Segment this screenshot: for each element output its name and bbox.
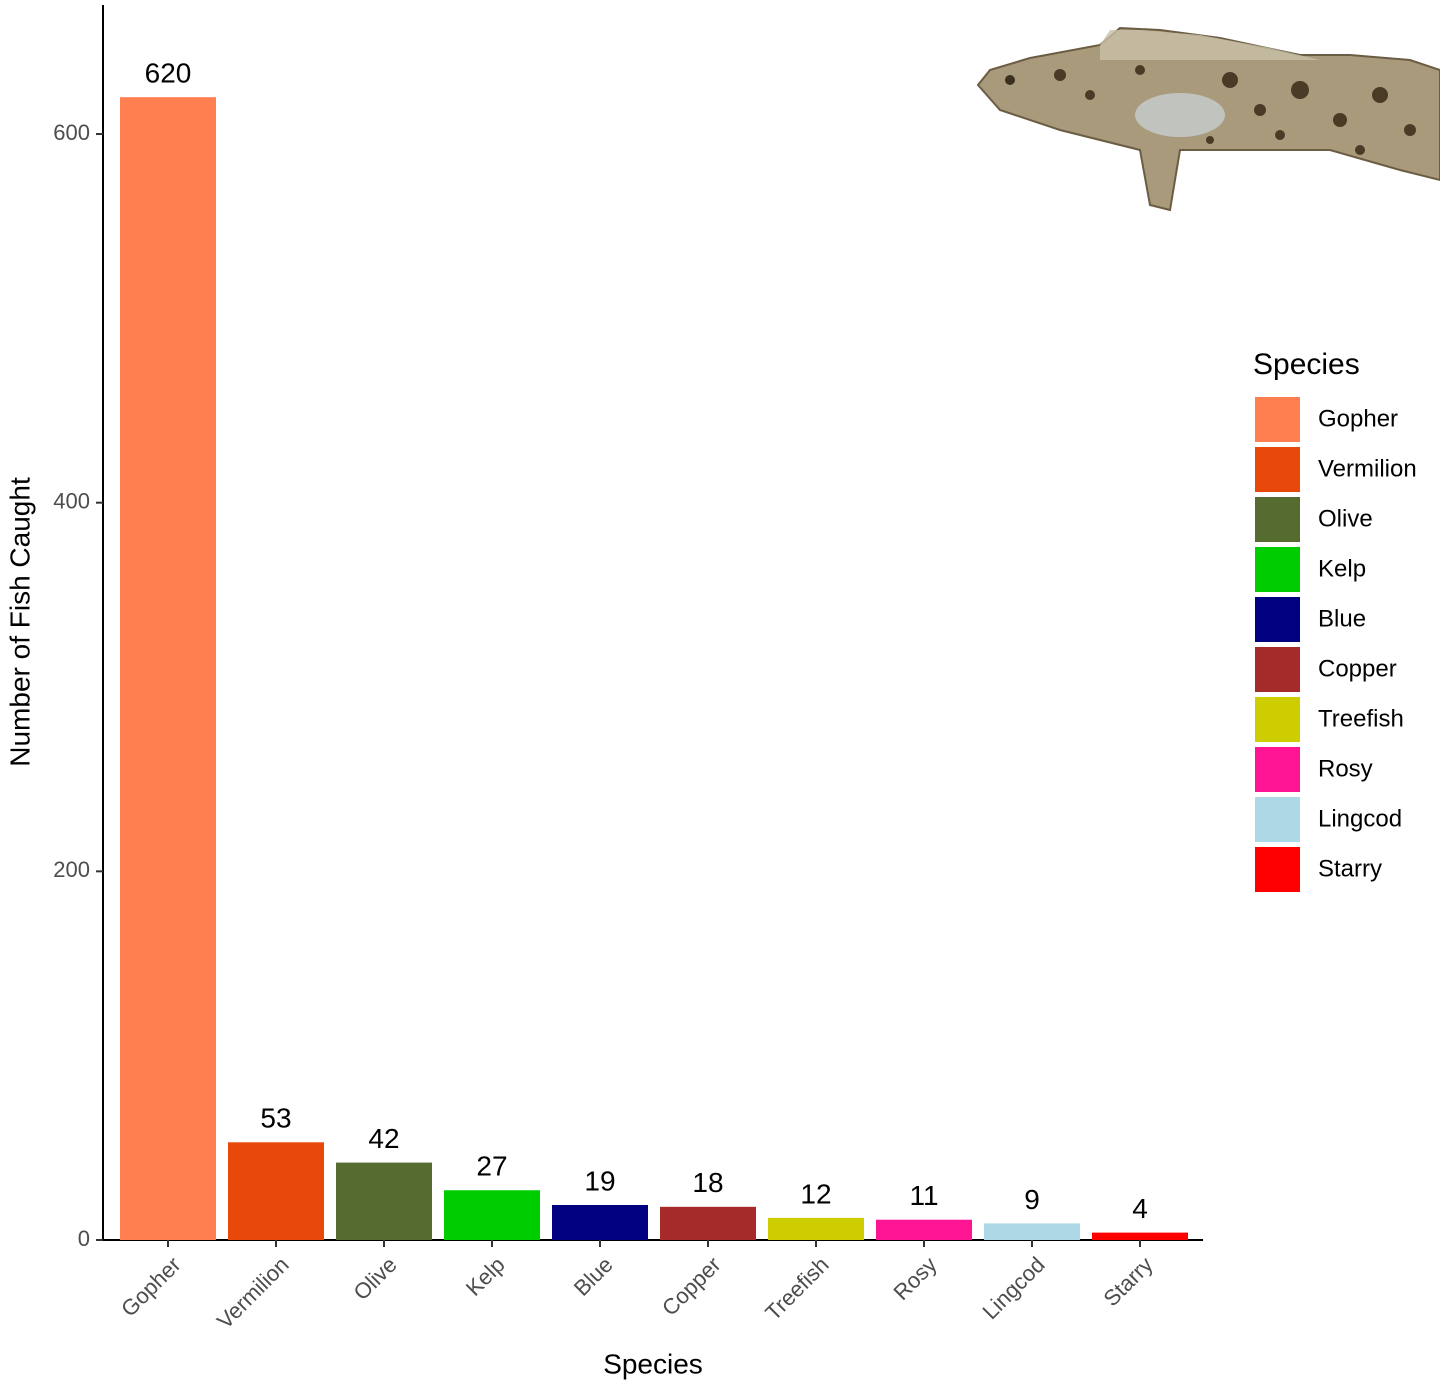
bar [552, 1204, 648, 1240]
legend-label: Blue [1318, 605, 1366, 632]
legend-label: Lingcod [1318, 805, 1402, 832]
x-tick-label: Treefish [760, 1252, 833, 1325]
legend-label: Starry [1318, 855, 1382, 882]
legend-swatch [1255, 447, 1300, 492]
legend-swatch [1255, 697, 1300, 742]
bar [660, 1206, 756, 1240]
x-tick-label: Olive [349, 1252, 402, 1305]
legend-title: Species [1253, 348, 1360, 381]
legend-label: Rosy [1318, 755, 1373, 782]
y-tick-label: 0 [78, 1226, 90, 1251]
bar [1092, 1232, 1188, 1240]
y-tick-label: 600 [53, 120, 90, 145]
legend-swatch [1255, 747, 1300, 792]
x-tick-label: Vermilion [212, 1252, 294, 1334]
legend-label: Vermilion [1318, 455, 1417, 482]
data-label: 4 [1132, 1193, 1148, 1224]
data-label: 12 [800, 1178, 831, 1209]
x-tick-label: Kelp [461, 1252, 510, 1301]
x-tick-label: Rosy [889, 1252, 942, 1305]
data-label: 620 [145, 58, 192, 89]
legend-swatch [1255, 397, 1300, 442]
data-label: 27 [476, 1151, 507, 1182]
legend-swatch [1255, 597, 1300, 642]
bar [984, 1223, 1080, 1240]
bar [444, 1190, 540, 1240]
data-label: 18 [692, 1167, 723, 1198]
y-axis-title: Number of Fish Caught [4, 477, 35, 767]
x-tick-label: Copper [657, 1252, 726, 1321]
legend-label: Copper [1318, 655, 1397, 682]
legend-swatch [1255, 497, 1300, 542]
bar [120, 97, 216, 1240]
legend-label: Gopher [1318, 405, 1398, 432]
x-tick-label: Blue [569, 1252, 618, 1301]
x-tick-label: Starry [1098, 1252, 1157, 1311]
y-tick-label: 200 [53, 857, 90, 882]
bar [336, 1162, 432, 1240]
legend-swatch [1255, 797, 1300, 842]
legend-label: Kelp [1318, 555, 1366, 582]
data-label: 42 [368, 1123, 399, 1154]
legend-swatch [1255, 647, 1300, 692]
fish-illustration [976, 26, 1440, 212]
data-label: 11 [909, 1180, 938, 1211]
legend-swatch [1255, 847, 1300, 892]
legend-label: Treefish [1318, 705, 1404, 732]
data-label: 19 [584, 1165, 615, 1196]
legend-swatch [1255, 547, 1300, 592]
data-label: 53 [260, 1103, 291, 1134]
x-axis-title: Species [603, 1348, 703, 1379]
data-label: 9 [1024, 1184, 1040, 1215]
x-tick-label: Gopher [116, 1252, 186, 1322]
legend-label: Olive [1318, 505, 1373, 532]
bar [768, 1217, 864, 1240]
bar [876, 1219, 972, 1240]
y-tick-label: 400 [53, 488, 90, 513]
x-tick-label: Lingcod [977, 1252, 1049, 1324]
bar [228, 1142, 324, 1240]
